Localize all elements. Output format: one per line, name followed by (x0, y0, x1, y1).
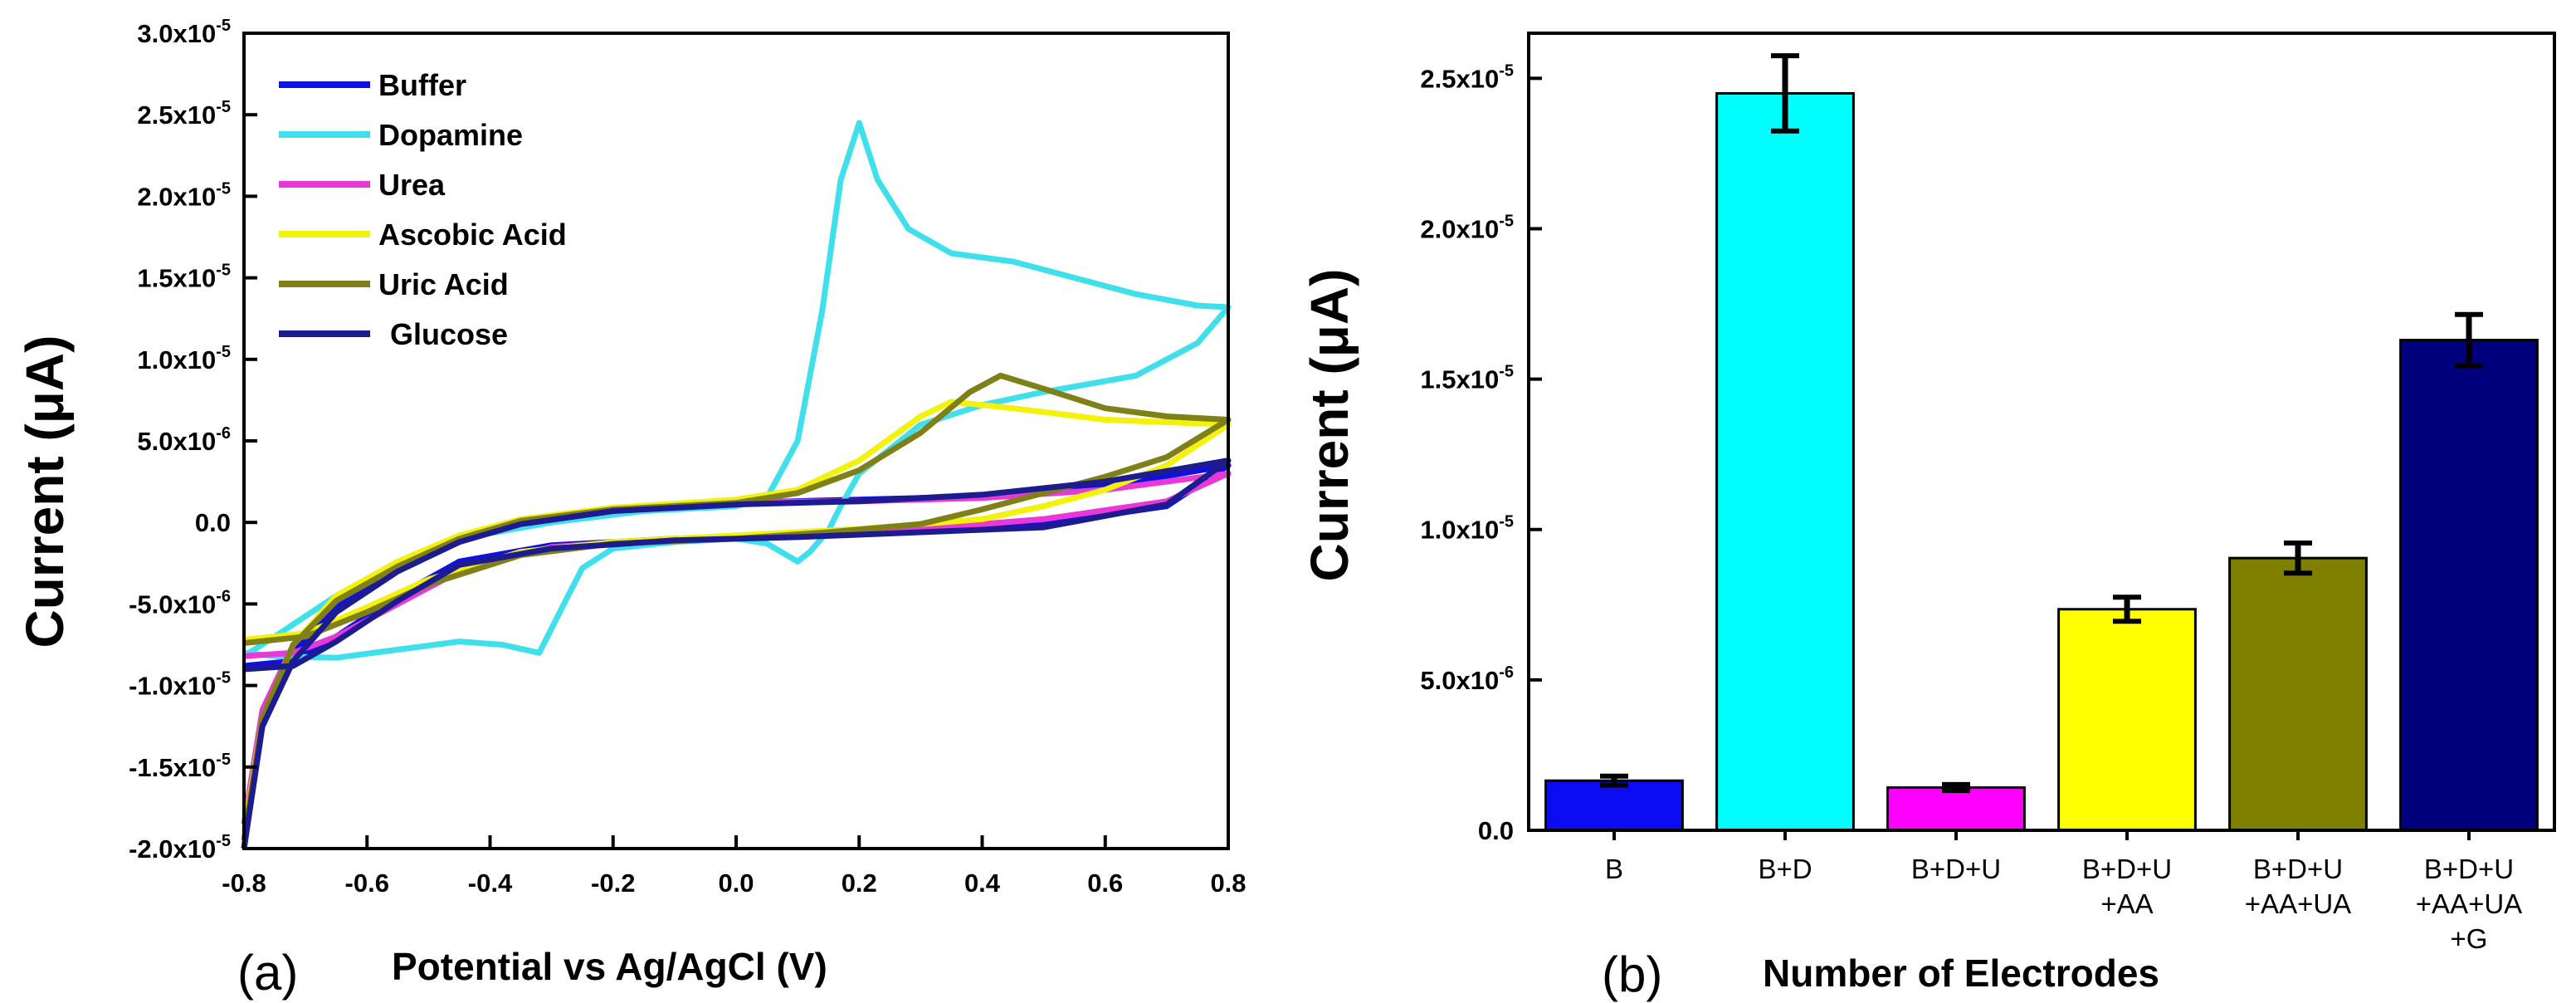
cv-x-axis-label: Potential vs Ag/AgCl (V) (392, 945, 827, 988)
cv-x-tick-label: 0.8 (1210, 868, 1246, 898)
legend-label: Dopamine (378, 118, 523, 152)
cv-x-tick-label: 0.0 (718, 868, 754, 898)
cv-x-tick-label: 0.2 (842, 868, 877, 898)
bar-panel-label: (b) (1602, 947, 1662, 1002)
bar-y-tick-label: 1.5x10-5 (1420, 363, 1514, 394)
bar-category-label: B+D+U (2082, 854, 2172, 884)
cv-y-tick-label: -2.0x10-5 (129, 832, 231, 864)
bar-4 (2228, 556, 2368, 832)
cv-x-tick-label: 0.4 (964, 868, 1001, 898)
cv-x-tick-label: -0.2 (591, 868, 635, 898)
bar-series-group (1544, 53, 2539, 832)
bar-panel: B B+D B+D+U B+D+U +AA B+D+U +AA+UA B+D+U +AA+UA +… (1300, 32, 2556, 1002)
cv-x-tick-label: -0.6 (345, 868, 389, 898)
bar-5 (2399, 339, 2539, 832)
cv-y-tick-label: -1.5x10-5 (129, 751, 231, 782)
cv-y-tick-label: 1.0x10-5 (137, 343, 231, 374)
bar-y-axis-label: Current (μA) (1300, 269, 1359, 582)
cv-y-tick-label: 1.5x10-5 (137, 262, 231, 293)
legend-label: Ascobic Acid (378, 218, 567, 252)
cv-legend: Buffer Dopamine Urea Ascobic Acid Uric Acid G… (279, 68, 567, 351)
bar-category-label: +AA+UA (2416, 888, 2522, 919)
bar-y-tick-label: 1.0x10-5 (1420, 513, 1514, 545)
bar-category-label: +AA (2100, 888, 2153, 919)
bar-0 (1544, 779, 1684, 832)
bar-category-label: B+D+U (1911, 854, 2001, 884)
bar-y-tick-label: 0.0 (1478, 816, 1514, 845)
cv-y-tick-label: 0.0 (195, 508, 231, 537)
bar-category-label: +AA+UA (2245, 888, 2351, 919)
cv-axis-ticks: -0.8 -0.6 -0.4 -0.2 0.0 0.2 0.4 0.6 0.8 3.0x10-5 2… (129, 17, 1246, 898)
bar-1 (1715, 91, 1855, 832)
cv-panel: -0.8 -0.6 -0.4 -0.2 0.0 0.2 0.4 0.6 0.8 3.0x10-5 2… (15, 17, 1247, 1001)
cv-y-tick-label: 2.5x10-5 (137, 98, 231, 130)
cv-panel-label: (a) (237, 945, 298, 1001)
bar-2 (1886, 786, 2026, 832)
cv-y-tick-label: -1.0x10-5 (129, 669, 231, 701)
bar-category-label: B+D+U (2424, 854, 2514, 884)
cv-y-tick-label: 3.0x10-5 (137, 17, 231, 48)
cv-y-tick-label: 5.0x10-6 (137, 424, 231, 456)
legend-label: Glucose (390, 317, 508, 351)
bar-plot-frame (1527, 32, 2556, 832)
legend-label: Urea (378, 168, 446, 202)
cv-plot-frame (242, 32, 1230, 850)
bar-x-axis-label: Number of Electrodes (1763, 952, 2159, 995)
cv-line-glucose (241, 457, 1232, 849)
bar-category-label: +G (2451, 923, 2488, 954)
cv-series-group (241, 120, 1232, 849)
bar-3 (2057, 608, 2197, 832)
bar-category-label: B+D (1758, 854, 1812, 884)
legend-label: Uric Acid (378, 267, 509, 301)
cv-x-tick-label: 0.6 (1087, 868, 1123, 898)
cv-x-tick-label: -0.8 (222, 868, 266, 898)
bar-y-tick-label: 2.5x10-5 (1420, 61, 1514, 93)
bar-category-label: B+D+U (2253, 854, 2343, 884)
cv-y-tick-label: -5.0x10-6 (129, 587, 231, 619)
cv-y-tick-label: 2.0x10-5 (137, 179, 231, 211)
cv-line-ascobic-acid (241, 399, 1232, 833)
bar-axis-ticks: B B+D B+D+U B+D+U +AA B+D+U +AA+UA B+D+U +AA+UA +… (1420, 61, 2522, 954)
legend-label: Buffer (378, 68, 466, 102)
cv-y-axis-label: Current (μA) (15, 335, 75, 648)
bar-y-tick-label: 5.0x10-6 (1420, 663, 1514, 695)
cv-x-tick-label: -0.4 (468, 868, 513, 898)
bar-y-tick-label: 2.0x10-5 (1420, 212, 1514, 243)
bar-category-label: B (1605, 854, 1623, 884)
